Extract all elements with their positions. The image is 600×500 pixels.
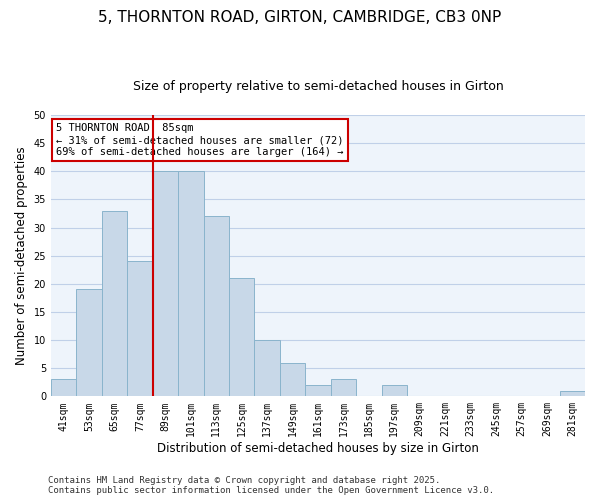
Bar: [76, 290, 102, 397]
Text: Contains HM Land Registry data © Crown copyright and database right 2025.
Contai: Contains HM Land Registry data © Crown c…: [48, 476, 494, 495]
Text: 5, THORNTON ROAD, GIRTON, CAMBRIDGE, CB3 0NP: 5, THORNTON ROAD, GIRTON, CAMBRIDGE, CB3…: [98, 10, 502, 25]
Title: Size of property relative to semi-detached houses in Girton: Size of property relative to semi-detach…: [133, 80, 503, 93]
Bar: [280, 362, 305, 396]
Bar: [331, 380, 356, 396]
Bar: [51, 380, 76, 396]
Bar: [102, 210, 127, 396]
Bar: [178, 172, 203, 396]
Bar: [152, 172, 178, 396]
Bar: [127, 262, 152, 396]
Bar: [305, 385, 331, 396]
Y-axis label: Number of semi-detached properties: Number of semi-detached properties: [15, 146, 28, 365]
Bar: [203, 216, 229, 396]
Bar: [560, 390, 585, 396]
X-axis label: Distribution of semi-detached houses by size in Girton: Distribution of semi-detached houses by …: [157, 442, 479, 455]
Bar: [229, 278, 254, 396]
Text: 5 THORNTON ROAD: 85sqm
← 31% of semi-detached houses are smaller (72)
69% of sem: 5 THORNTON ROAD: 85sqm ← 31% of semi-det…: [56, 124, 344, 156]
Bar: [254, 340, 280, 396]
Bar: [382, 385, 407, 396]
